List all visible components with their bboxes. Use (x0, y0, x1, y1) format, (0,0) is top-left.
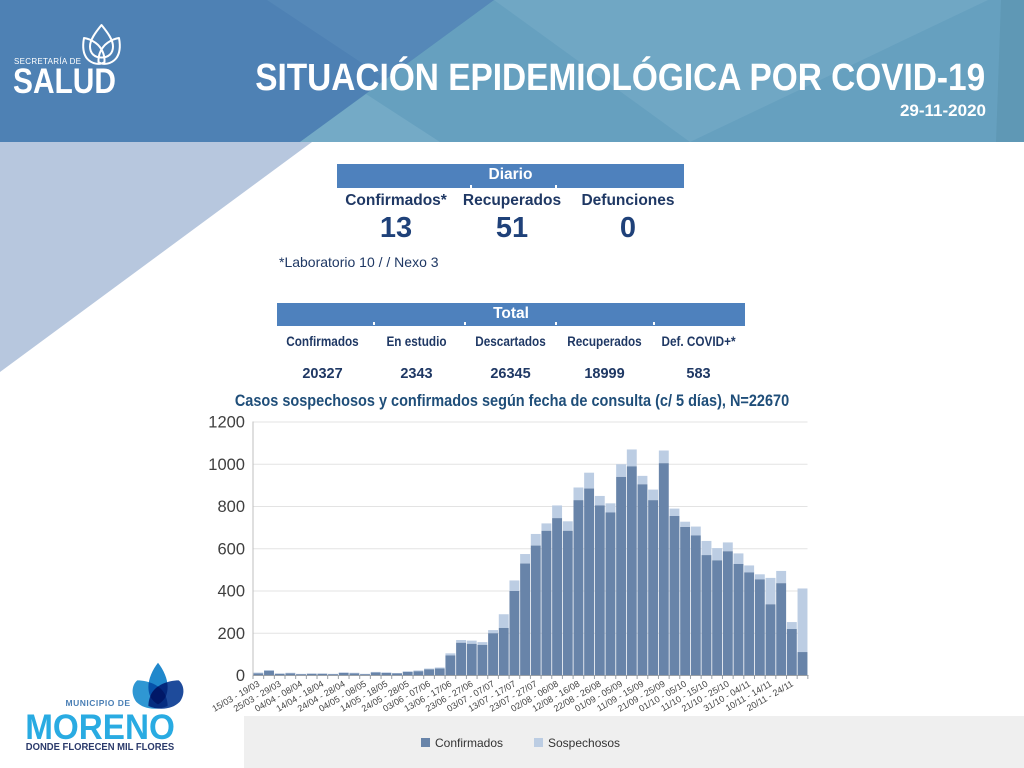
svg-text:600: 600 (217, 540, 245, 558)
svg-text:200: 200 (217, 625, 245, 643)
svg-text:1000: 1000 (208, 456, 245, 474)
svg-text:0: 0 (236, 667, 245, 685)
svg-text:400: 400 (217, 583, 245, 601)
svg-text:800: 800 (217, 498, 245, 516)
svg-text:SECRETARÍA DE: SECRETARÍA DE (14, 57, 81, 66)
svg-text:SALUD: SALUD (13, 62, 116, 100)
svg-text:1200: 1200 (208, 414, 245, 432)
svg-text:Sospechosos: Sospechosos (548, 736, 620, 750)
svg-text:Confirmados: Confirmados (435, 736, 503, 750)
